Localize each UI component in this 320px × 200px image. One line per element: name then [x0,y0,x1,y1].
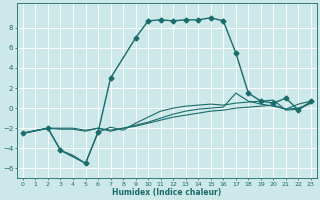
X-axis label: Humidex (Indice chaleur): Humidex (Indice chaleur) [112,188,221,197]
